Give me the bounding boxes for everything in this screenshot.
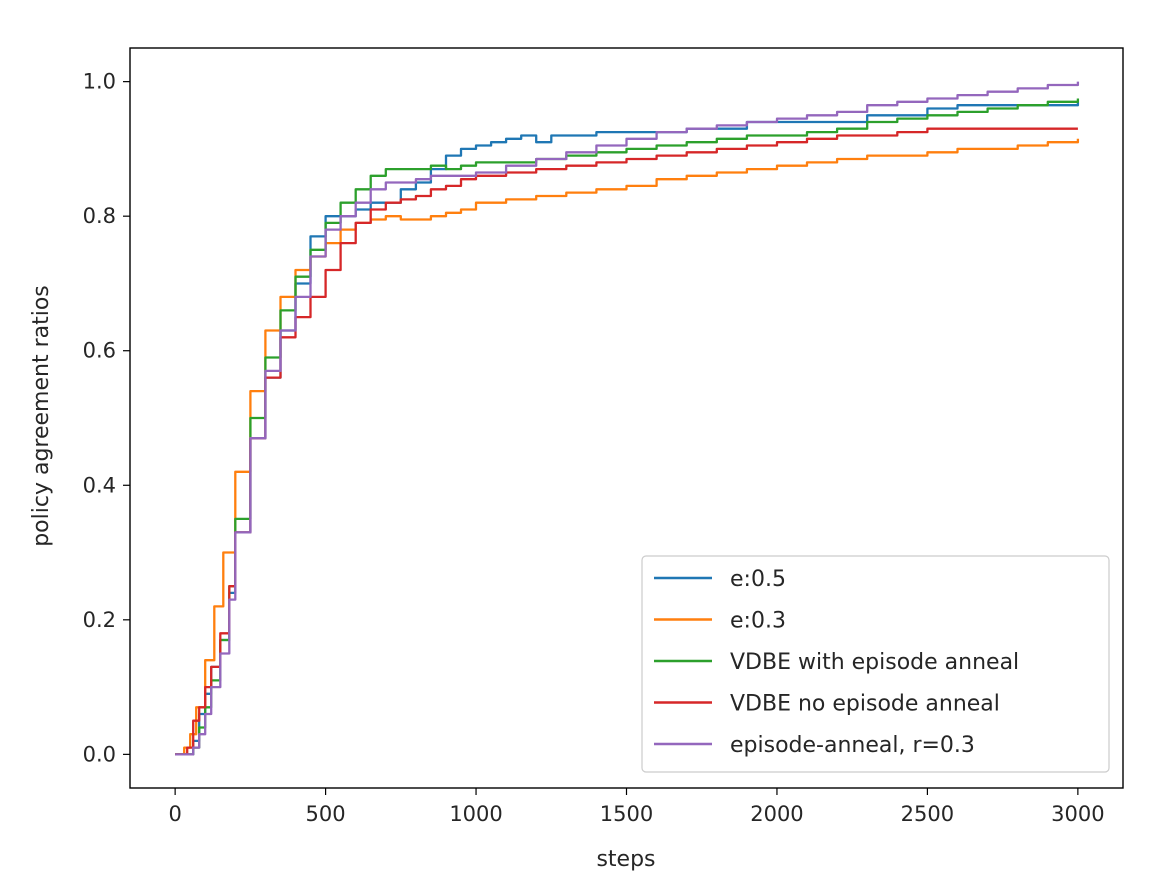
x-axis: 0 500 1000 1500 2000 2500 3000 <box>168 788 1105 826</box>
y-tick-label: 1.0 <box>83 70 116 94</box>
plot-area <box>175 81 1080 756</box>
y-tick-label: 0.4 <box>83 473 116 497</box>
legend-label: e:0.5 <box>730 567 786 592</box>
x-tick-label: 0 <box>168 802 181 826</box>
x-tick-label: 1000 <box>449 802 502 826</box>
legend: e:0.5 e:0.3 VDBE with episode anneal VDBE n… <box>641 555 1110 773</box>
legend-label: VDBE no episode anneal <box>730 692 1000 717</box>
y-axis: 0.0 0.2 0.4 0.6 0.8 1.0 <box>83 70 130 766</box>
y-tick-label: 0.0 <box>83 742 116 766</box>
x-axis-label: steps <box>596 847 655 872</box>
x-tick-label: 3000 <box>1051 802 1104 826</box>
series-line-1 <box>175 138 1080 756</box>
series-line-4 <box>175 81 1080 756</box>
legend-box <box>641 555 1110 773</box>
plot-frame <box>129 47 1124 789</box>
y-tick-label: 0.8 <box>83 204 116 228</box>
x-tick-label: 1500 <box>600 802 653 826</box>
y-axis-label: policy agreement ratios <box>29 285 54 547</box>
y-tick-label: 0.2 <box>83 608 116 632</box>
legend-label: episode-anneal, r=0.3 <box>730 733 975 758</box>
x-tick-label: 2000 <box>750 802 803 826</box>
y-tick-label: 0.6 <box>83 339 116 363</box>
x-tick-label: 500 <box>306 802 346 826</box>
legend-label: e:0.3 <box>730 609 786 634</box>
x-tick-label: 2500 <box>901 802 954 826</box>
legend-label: VDBE with episode anneal <box>730 650 1019 675</box>
